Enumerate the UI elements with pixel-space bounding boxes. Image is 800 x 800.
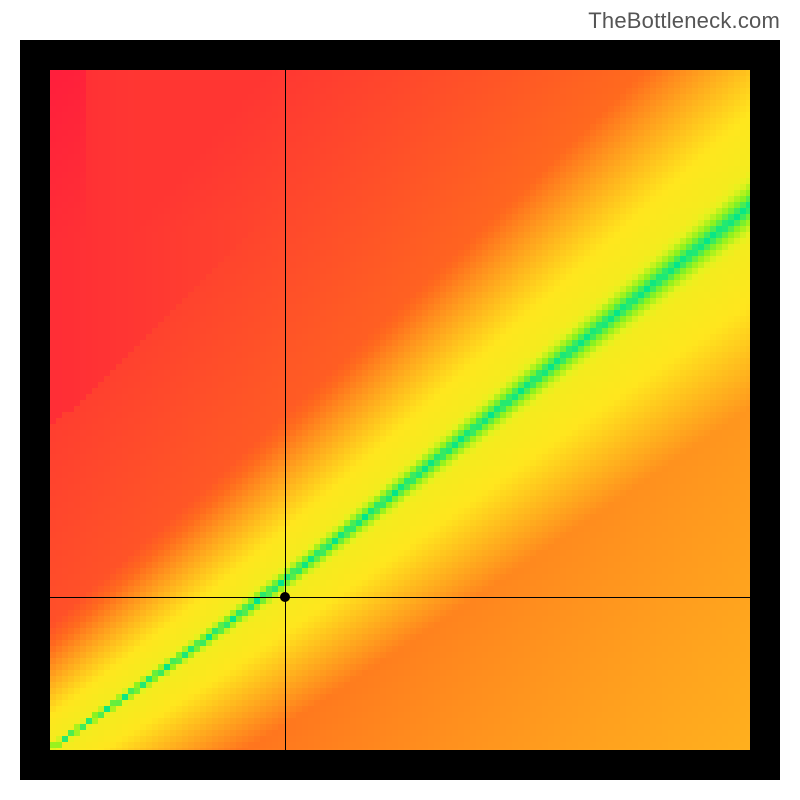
crosshair-vertical bbox=[285, 70, 286, 750]
heatmap-canvas bbox=[50, 70, 750, 750]
chart-container: TheBottleneck.com bbox=[0, 0, 800, 800]
heatmap-plot bbox=[50, 70, 750, 750]
crosshair-horizontal bbox=[50, 597, 750, 598]
watermark-label: TheBottleneck.com bbox=[588, 8, 780, 34]
crosshair-dot bbox=[280, 592, 290, 602]
chart-outer-frame bbox=[20, 40, 780, 780]
